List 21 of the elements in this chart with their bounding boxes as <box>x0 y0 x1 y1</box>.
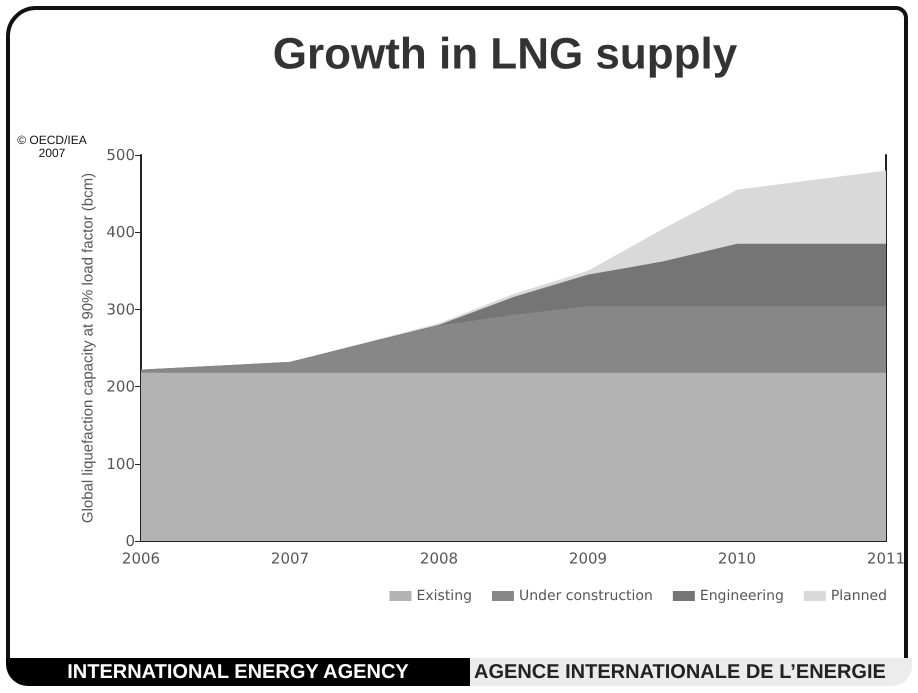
chart-title: Growth in LNG supply <box>272 30 738 78</box>
legend-label: Engineering <box>700 588 784 604</box>
x-tick-label: 2011 <box>866 550 906 568</box>
y-tick-label: 400 <box>106 223 135 242</box>
y-tick-label: 100 <box>106 454 135 473</box>
legend-label: Under construction <box>518 588 653 604</box>
legend-label: Existing <box>416 588 472 604</box>
y-axis-title: Global liquefaction capacity at 90% load factor (bcm) <box>79 172 96 524</box>
y-tick-label: 0 <box>125 532 135 550</box>
x-tick-label: 2010 <box>718 550 756 568</box>
text: INTERNATIONAL ENERGY AGENCY <box>6 658 470 686</box>
y-tick-label: 500 <box>106 146 135 164</box>
x-tick-label: 2006 <box>122 550 160 568</box>
legend-label: Planned <box>830 588 888 604</box>
x-tick-label: 2007 <box>270 550 310 568</box>
text: AGENCE INTERNATIONALE DE L’ENERGIE <box>470 658 912 686</box>
y-tick-label: 300 <box>106 300 135 318</box>
x-tick-label: 2008 <box>420 550 458 568</box>
text: © OECD/IEA 2007 <box>16 133 88 160</box>
x-tick-label: 2009 <box>568 550 608 568</box>
y-tick-label: 200 <box>106 378 135 396</box>
